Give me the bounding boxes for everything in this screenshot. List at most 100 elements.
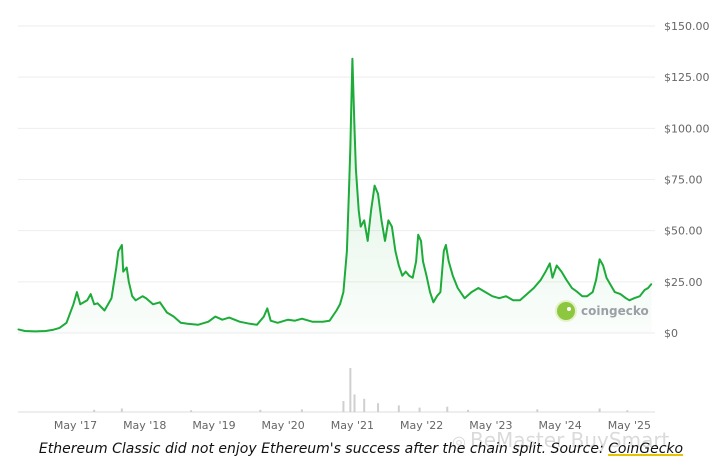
- data-point: [79, 303, 81, 305]
- data-point: [353, 127, 356, 129]
- data-point: [448, 260, 450, 262]
- data-point: [565, 279, 567, 281]
- data-point: [436, 295, 438, 297]
- data-point: [526, 293, 528, 295]
- data-point: [484, 291, 486, 293]
- data-point: [249, 323, 251, 325]
- price-area: [18, 58, 652, 333]
- data-point: [519, 299, 521, 301]
- data-point: [45, 330, 47, 332]
- volume-bar: [300, 409, 303, 412]
- data-point: [439, 291, 441, 293]
- data-point: [214, 316, 216, 318]
- data-point: [415, 260, 417, 262]
- data-point: [599, 258, 601, 260]
- data-point: [477, 287, 480, 289]
- volume-bar: [598, 408, 601, 412]
- watermark-icon: ◎: [452, 432, 466, 451]
- x-tick-label: May '21: [331, 419, 374, 432]
- data-point: [363, 219, 365, 222]
- data-point: [24, 330, 26, 332]
- data-point: [52, 329, 54, 331]
- data-point: [491, 295, 493, 297]
- data-point: [422, 260, 424, 262]
- x-tick-label: May '22: [400, 419, 443, 432]
- data-point: [505, 295, 507, 297]
- data-point: [628, 299, 630, 301]
- data-point: [126, 266, 128, 269]
- data-point: [76, 291, 78, 293]
- data-point: [256, 324, 258, 326]
- data-point: [131, 295, 133, 297]
- data-point: [609, 283, 611, 285]
- data-point: [512, 299, 514, 301]
- data-point: [335, 309, 338, 312]
- data-point: [644, 289, 646, 291]
- data-point: [142, 295, 144, 297]
- data-point: [122, 271, 124, 273]
- data-point: [346, 250, 348, 252]
- data-point: [277, 322, 279, 324]
- data-point: [408, 275, 410, 277]
- volume-bar: [418, 407, 421, 412]
- logo-text: coingecko: [581, 304, 649, 318]
- data-point: [270, 320, 272, 322]
- data-point: [348, 189, 350, 191]
- data-point: [650, 283, 653, 285]
- x-tick-label: May '20: [262, 419, 305, 432]
- data-point: [398, 264, 400, 267]
- data-point: [145, 297, 147, 299]
- data-point: [571, 287, 573, 289]
- data-point: [412, 277, 414, 279]
- data-point: [322, 321, 324, 323]
- data-point: [432, 301, 435, 303]
- data-point: [417, 234, 419, 236]
- data-point: [342, 291, 345, 293]
- data-point: [581, 295, 583, 297]
- source-link[interactable]: CoinGecko: [608, 441, 684, 457]
- data-point: [228, 317, 230, 319]
- data-point: [358, 209, 360, 211]
- data-point: [420, 240, 422, 242]
- data-point: [72, 303, 74, 305]
- data-point: [115, 266, 117, 269]
- data-point: [394, 250, 396, 252]
- data-point: [34, 330, 36, 332]
- volume-bar: [93, 409, 96, 412]
- data-point: [360, 225, 362, 228]
- volume-bar: [377, 403, 380, 412]
- data-point: [445, 244, 447, 246]
- data-point: [287, 319, 289, 321]
- x-tick-label: May '25: [608, 419, 651, 432]
- volume-bar: [446, 406, 449, 412]
- data-point: [425, 275, 428, 277]
- data-point: [602, 264, 604, 267]
- data-point: [351, 58, 354, 60]
- data-point: [339, 303, 341, 305]
- data-point: [266, 307, 268, 310]
- y-tick-label: $75.00: [664, 174, 703, 187]
- data-point: [429, 291, 431, 293]
- data-point: [377, 193, 379, 195]
- data-point: [498, 297, 500, 299]
- watermark: ◎ BeMaster BuySmart: [452, 428, 669, 452]
- data-point: [384, 240, 386, 242]
- data-point: [110, 297, 113, 299]
- caption: Ethereum Classic did not enjoy Ethereum'…: [0, 441, 722, 457]
- volume-bar: [363, 398, 366, 412]
- data-point: [221, 319, 223, 321]
- data-point: [470, 291, 473, 293]
- data-point: [128, 281, 130, 283]
- data-point: [58, 327, 61, 329]
- x-tick-label: May '18: [123, 419, 166, 432]
- data-point: [633, 297, 635, 299]
- data-point: [592, 291, 594, 293]
- data-point: [180, 322, 182, 324]
- data-point: [117, 250, 119, 252]
- data-point: [391, 225, 393, 228]
- data-point: [294, 320, 296, 322]
- data-point: [103, 309, 106, 312]
- gecko-icon: [557, 302, 575, 320]
- data-point: [595, 279, 597, 281]
